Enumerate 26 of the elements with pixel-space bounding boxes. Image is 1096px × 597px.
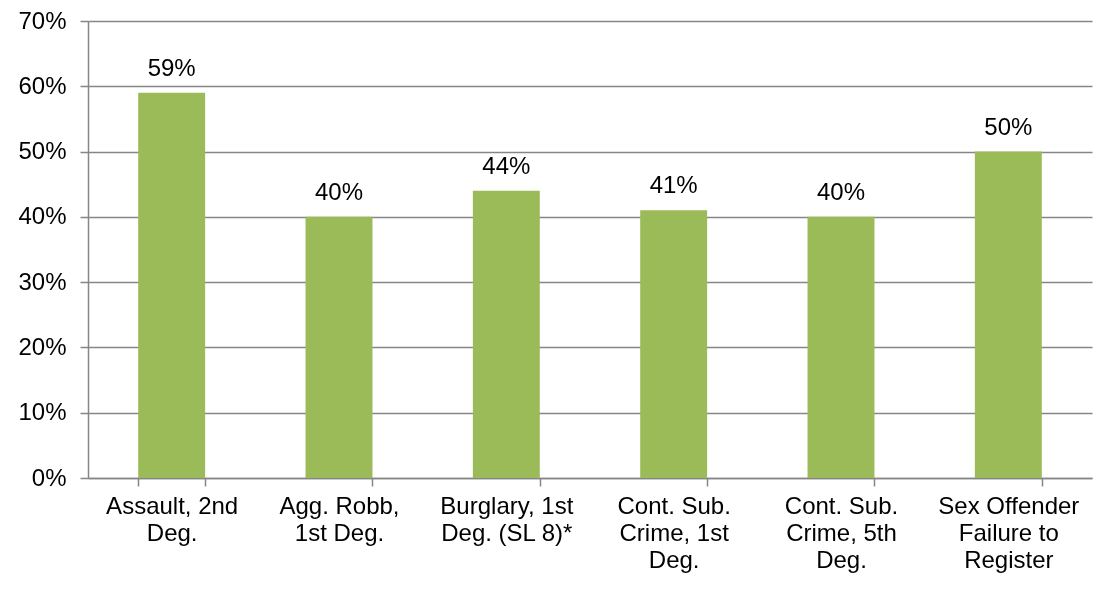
x-tick-label: Sex Offender Failure to Register (938, 491, 1080, 573)
y-tick-label: 20% (18, 332, 67, 360)
x-tick-label: Burglary, 1st Deg. (SL 8)* (440, 491, 574, 546)
bar (974, 151, 1042, 478)
data-label: 44% (482, 151, 531, 179)
data-label: 50% (984, 112, 1033, 140)
y-tick-label: 30% (18, 267, 67, 295)
x-tick-label: Assault, 2nd Deg. (106, 491, 239, 546)
data-label: 41% (649, 171, 698, 199)
y-tick-label: 70% (18, 6, 67, 34)
bar (640, 210, 708, 478)
y-tick-label: 10% (18, 398, 67, 426)
data-label: 40% (314, 177, 364, 205)
y-tick-label: 0% (31, 463, 67, 491)
data-label: 59% (147, 53, 196, 81)
x-tick-label: Cont. Sub. Crime, 5th Deg. (784, 491, 899, 573)
y-tick-label: 50% (18, 137, 67, 165)
x-tick-label: Cont. Sub. Crime, 1st Deg. (617, 491, 731, 573)
data-label: 40% (816, 177, 866, 205)
bar (305, 216, 373, 478)
bar (807, 216, 875, 478)
x-tick-label: Agg. Robb, 1st Deg. (279, 491, 400, 546)
bar (472, 190, 540, 478)
bar (138, 92, 206, 478)
y-tick-label: 60% (18, 71, 67, 99)
y-tick-label: 40% (18, 202, 67, 230)
